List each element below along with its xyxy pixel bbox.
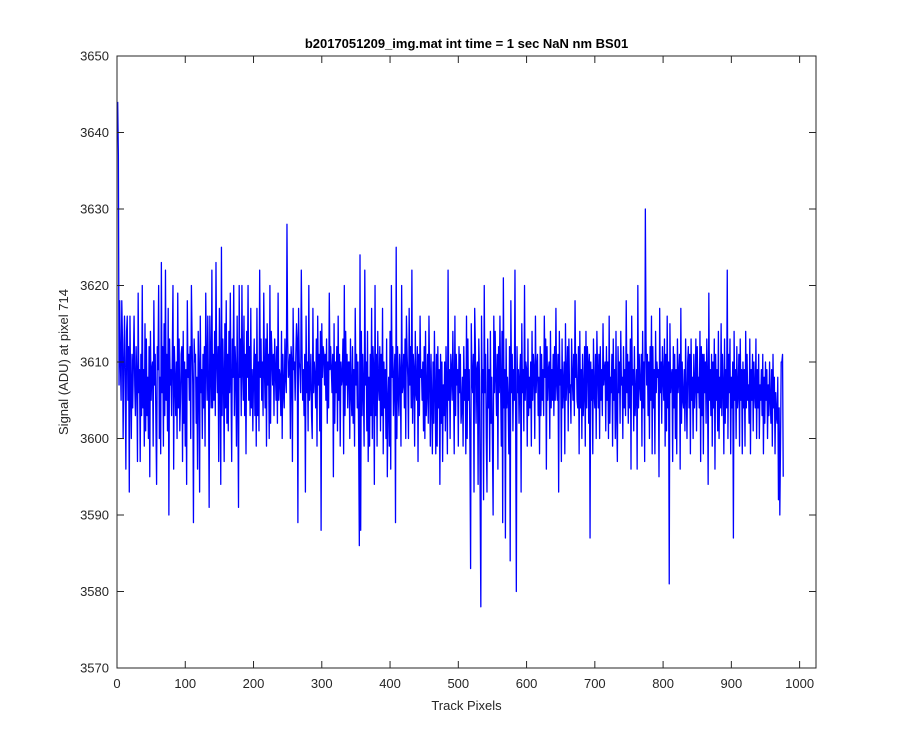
x-tick-label: 800 — [652, 676, 674, 691]
x-tick-label: 0 — [113, 676, 120, 691]
y-tick-label: 3600 — [80, 431, 109, 446]
y-tick-label: 3650 — [80, 49, 109, 64]
x-tick-label: 500 — [447, 676, 469, 691]
axes-layer: 0 100 200 300 400 500 600 700 800 900 1000 3570 3580… — [80, 49, 817, 691]
series-line-0 — [117, 101, 784, 608]
series-layer — [117, 101, 784, 608]
chart-title: b2017051209_img.mat int time = 1 sec NaN… — [305, 36, 628, 51]
y-tick-label: 3590 — [80, 508, 109, 523]
x-tick-label: 300 — [311, 676, 333, 691]
x-tick-label: 900 — [721, 676, 743, 691]
x-tick-label: 400 — [379, 676, 401, 691]
y-tick-label: 3630 — [80, 202, 109, 217]
y-tick-label: 3620 — [80, 278, 109, 293]
x-tick-label: 1000 — [785, 676, 814, 691]
y-tick-label: 3580 — [80, 584, 109, 599]
y-tick-label: 3640 — [80, 125, 109, 140]
y-tick-label: 3570 — [80, 661, 109, 676]
x-tick-label: 600 — [516, 676, 538, 691]
x-tick-label: 100 — [174, 676, 196, 691]
y-axis-label: Signal (ADU) at pixel 714 — [56, 289, 71, 435]
x-tick-label: 200 — [243, 676, 265, 691]
x-axis-label: Track Pixels — [431, 698, 502, 713]
y-tick-label: 3610 — [80, 355, 109, 370]
x-tick-label: 700 — [584, 676, 606, 691]
